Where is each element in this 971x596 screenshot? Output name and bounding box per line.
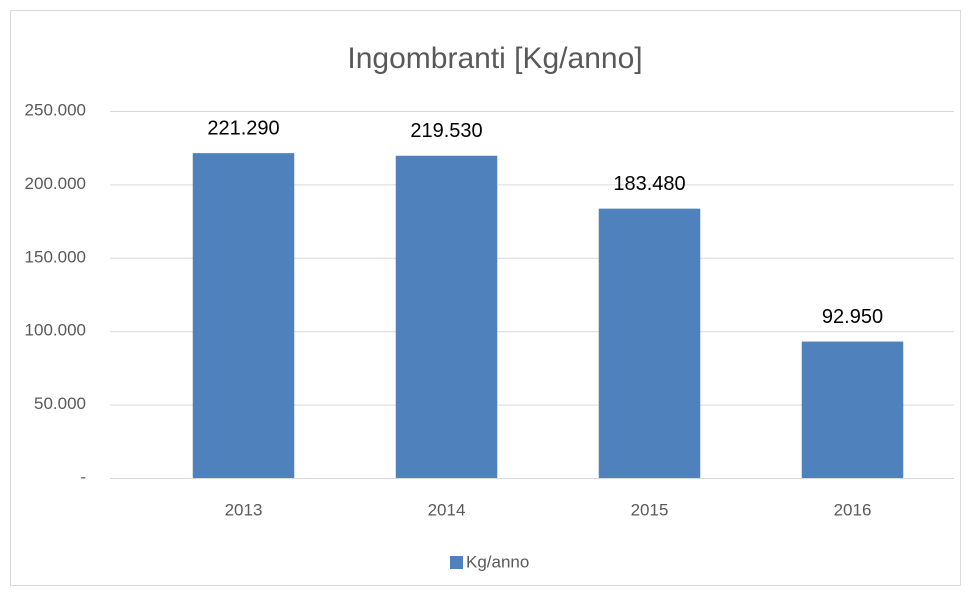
value-label: 219.530 [410,120,482,142]
x-tick-label: 2015 [631,500,669,519]
y-tick-label: 250.000 [25,100,86,119]
bar [192,153,295,478]
value-label: 92.950 [822,306,883,328]
value-label: 183.480 [613,173,685,195]
value-label: 221.290 [207,117,279,139]
y-tick-label: - [80,467,86,486]
bar [598,208,701,478]
x-tick-label: 2014 [428,500,466,519]
bar [801,341,904,478]
legend-swatch [450,556,463,569]
bar [395,155,498,478]
legend-label: Kg/anno [466,552,529,571]
chart-title: Ingombranti [Kg/anno] [347,42,642,75]
y-tick-label: 100.000 [25,321,86,340]
y-tick-label: 150.000 [25,247,86,266]
y-tick-label: 50.000 [34,394,86,413]
x-tick-label: 2013 [225,500,263,519]
x-tick-label: 2016 [834,500,872,519]
y-tick-label: 200.000 [25,174,86,193]
